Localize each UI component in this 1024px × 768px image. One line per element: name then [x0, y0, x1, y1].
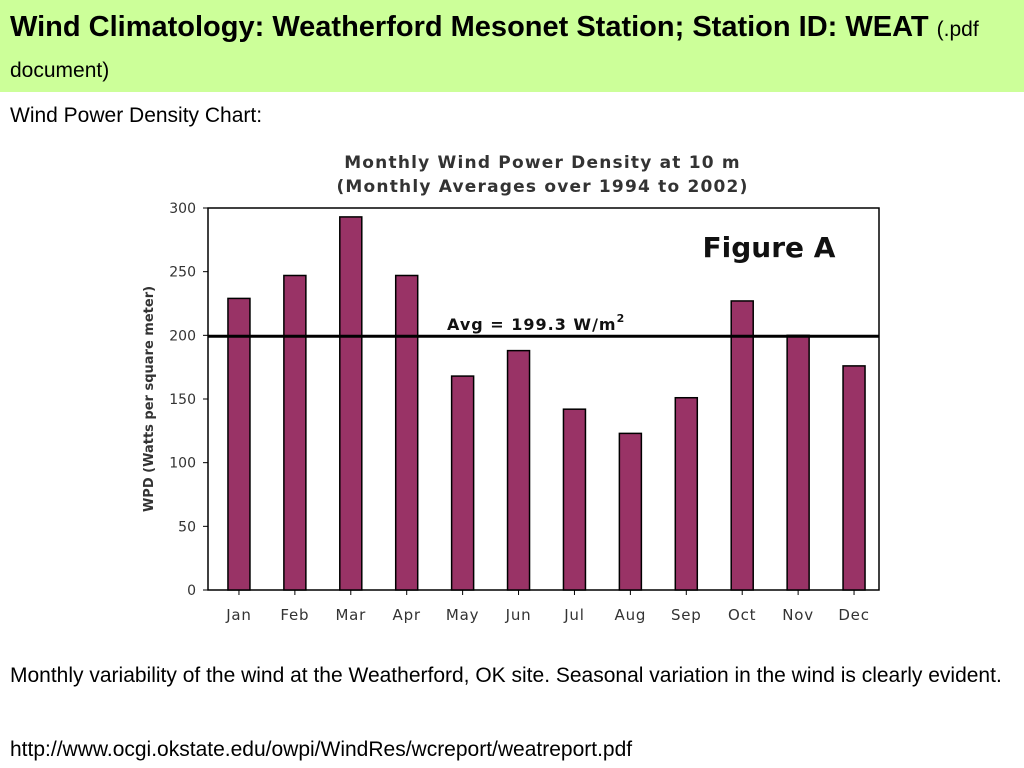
- plot-area-frame: [207, 207, 880, 591]
- y-tick-label: 150: [169, 392, 196, 408]
- header-banner: Wind Climatology: Weatherford Mesonet St…: [0, 0, 1024, 92]
- source-url: http://www.ocgi.okstate.edu/owpi/WindRes…: [10, 738, 633, 761]
- y-tick-label: 200: [169, 328, 196, 344]
- chart-container: Monthly Wind Power Density at 10 m (Month…: [0, 140, 1024, 640]
- bar-sep: [674, 396, 699, 591]
- y-tick-label: 250: [169, 265, 196, 281]
- bar-feb: [283, 274, 307, 591]
- x-tick-label: Oct: [728, 606, 756, 624]
- x-tick-label: Feb: [280, 606, 309, 624]
- chart-title-line1: Monthly Wind Power Density at 10 m: [344, 153, 741, 173]
- x-tick-label: Apr: [393, 606, 421, 624]
- chart-heading: Wind Power Density Chart:: [10, 104, 263, 127]
- x-tick-label: Nov: [782, 606, 814, 624]
- x-tick-label: May: [446, 606, 479, 624]
- bar-aug: [618, 432, 643, 591]
- figure-label: Figure A: [703, 231, 836, 264]
- y-tick-label: 0: [187, 583, 196, 599]
- bar-may: [450, 375, 475, 591]
- bar-dec: [842, 365, 866, 591]
- chart-title-line2: (Monthly Averages over 1994 to 2002): [336, 177, 748, 197]
- y-axis-label: WPD (Watts per square meter): [142, 286, 157, 512]
- wind-power-density-chart: Monthly Wind Power Density at 10 m (Month…: [142, 153, 880, 624]
- x-tick-label: Jul: [563, 606, 585, 624]
- x-tick-label: Dec: [838, 606, 869, 624]
- bar-jul: [562, 408, 587, 591]
- x-tick-label: Mar: [335, 606, 366, 624]
- x-tick-label: Aug: [615, 606, 647, 624]
- title-suffix: (.pdf document): [10, 18, 979, 82]
- x-tick-label: Jun: [505, 606, 532, 624]
- bar-nov: [786, 334, 810, 591]
- bar-oct: [730, 300, 754, 591]
- bar-mar: [339, 216, 363, 591]
- y-tick-label: 100: [169, 456, 196, 472]
- bar-apr: [394, 274, 419, 591]
- y-tick-label: 300: [169, 201, 196, 217]
- bar-jan: [227, 297, 251, 591]
- page-title: Wind Climatology: Weatherford Mesonet St…: [10, 8, 1010, 90]
- chart-caption: Monthly variability of the wind at the W…: [10, 664, 1002, 687]
- x-tick-label: Jan: [225, 606, 252, 624]
- y-tick-label: 50: [178, 519, 196, 535]
- title-text: Wind Climatology: Weatherford Mesonet St…: [10, 11, 929, 43]
- x-tick-label: Sep: [671, 606, 702, 624]
- average-label: Avg = 199.3 W/m2: [447, 312, 625, 334]
- bar-jun: [506, 349, 531, 591]
